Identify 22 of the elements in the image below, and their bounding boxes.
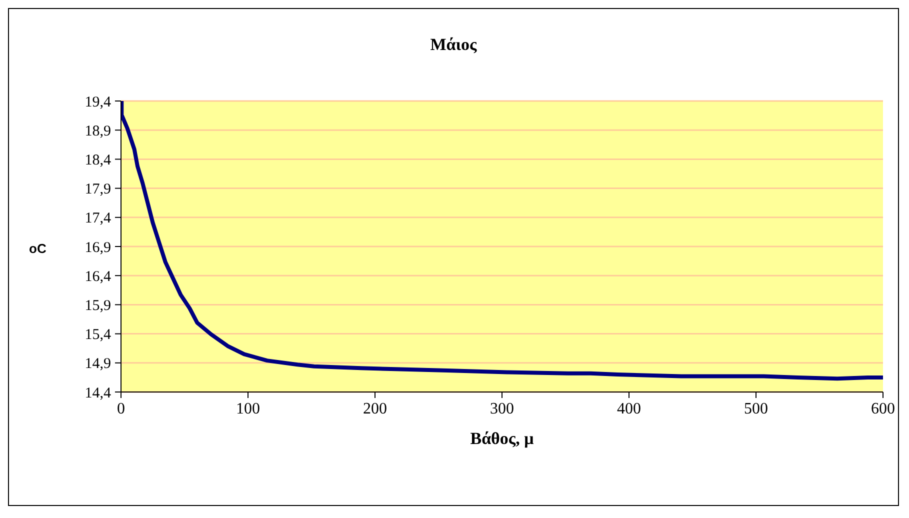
- y-tick-label: 19,4: [84, 94, 112, 110]
- x-tick-label: 200: [363, 400, 387, 418]
- y-tick-label: 16,4: [84, 268, 112, 285]
- y-axis-title: oC: [29, 241, 46, 256]
- y-tick-label: 15,4: [84, 327, 112, 344]
- y-tick-label: 14,9: [84, 356, 111, 372]
- y-tick-label: 15,9: [84, 298, 111, 314]
- y-tick-label: 18,9: [84, 123, 111, 140]
- y-tick-label: 17,4: [84, 210, 112, 227]
- x-axis-title: Βάθος, μ: [469, 429, 535, 449]
- x-tick-label: 400: [617, 400, 641, 418]
- y-tick-label: 16,9: [84, 240, 111, 256]
- y-tick-label: 17,9: [84, 182, 111, 198]
- x-tick-label: 500: [744, 400, 768, 418]
- x-tick-label: 300: [490, 400, 514, 418]
- line-series: [121, 101, 883, 381]
- y-tick-label: 18,4: [84, 152, 112, 169]
- y-tick-label: 14,4: [84, 385, 112, 402]
- x-tick-label: 0: [117, 400, 125, 418]
- chart-title: Μάιος: [429, 35, 478, 55]
- x-tick-label: 600: [871, 400, 895, 418]
- x-tick-label: 100: [236, 400, 260, 418]
